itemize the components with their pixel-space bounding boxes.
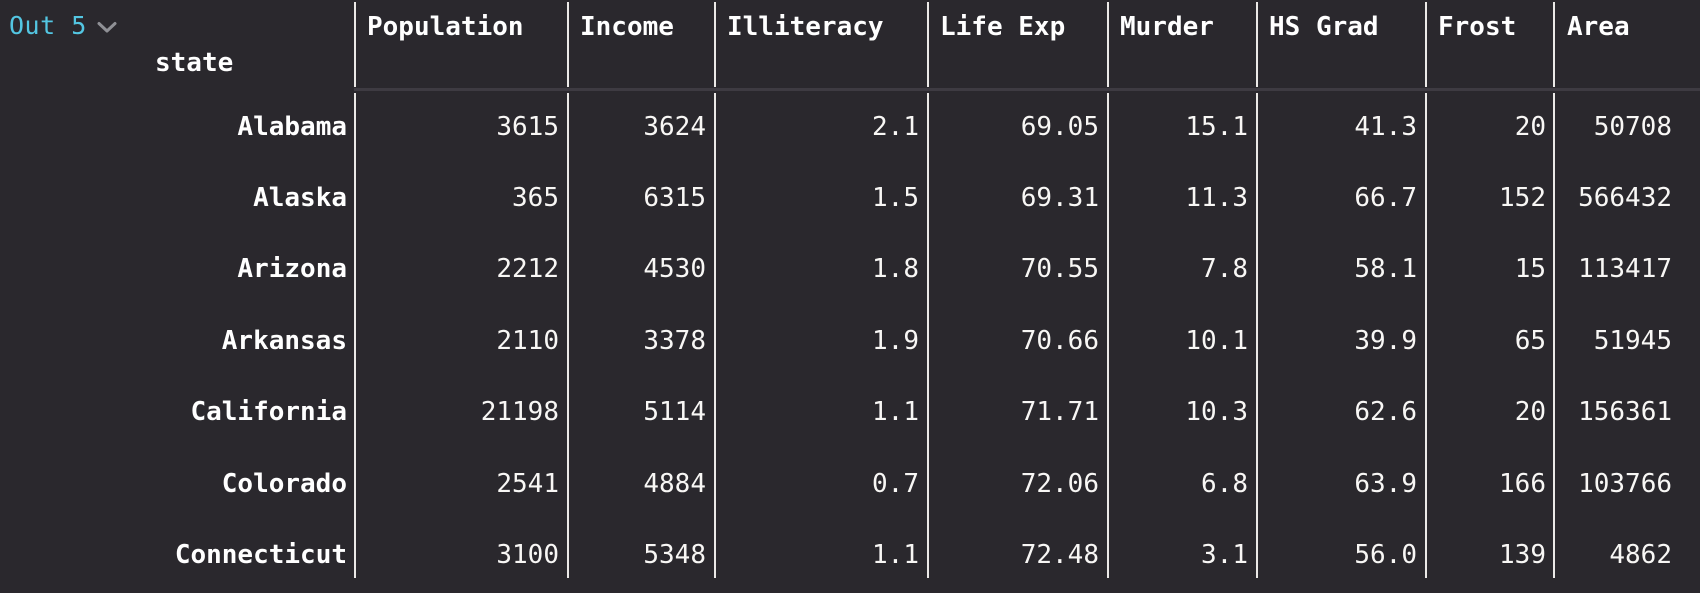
column-header-illiteracy: Illiteracy xyxy=(727,12,884,42)
column-divider xyxy=(1256,2,1258,87)
cell: 3100 xyxy=(496,540,559,571)
cell: 1.1 xyxy=(872,397,919,428)
cell: 56.0 xyxy=(1354,540,1417,571)
cell: 72.06 xyxy=(1020,468,1099,499)
row-label: Connecticut xyxy=(174,540,347,571)
cell: 152 xyxy=(1499,183,1546,214)
column-divider xyxy=(1425,93,1427,578)
cell: 10.3 xyxy=(1185,397,1248,428)
cell: 69.31 xyxy=(1020,183,1099,214)
row-label: Alaska xyxy=(253,183,347,214)
cell: 10.1 xyxy=(1185,325,1248,356)
column-header-life-exp: Life Exp xyxy=(940,12,1066,42)
cell: 15 xyxy=(1514,254,1546,285)
column-header-area: Area xyxy=(1567,12,1630,42)
cell: 3378 xyxy=(643,325,706,356)
column-divider xyxy=(567,2,569,87)
row-label: California xyxy=(190,397,347,428)
cell: 365 xyxy=(512,183,559,214)
column-header-income: Income xyxy=(580,12,674,42)
cell: 1.5 xyxy=(872,183,919,214)
cell: 65 xyxy=(1514,325,1546,356)
cell: 2212 xyxy=(496,254,559,285)
cell: 51945 xyxy=(1593,325,1672,356)
column-divider xyxy=(1553,93,1555,578)
cell: 70.66 xyxy=(1020,325,1099,356)
row-label: Colorado xyxy=(221,468,347,499)
column-divider xyxy=(1553,2,1555,87)
cell: 20 xyxy=(1514,111,1546,142)
header-separator-line xyxy=(354,88,1700,91)
cell: 1.1 xyxy=(872,540,919,571)
column-divider xyxy=(1256,93,1258,578)
column-divider xyxy=(1107,2,1109,87)
column-divider xyxy=(714,93,716,578)
output-label-text: Out 5 xyxy=(9,11,87,40)
cell: 50708 xyxy=(1593,111,1672,142)
column-divider xyxy=(927,93,929,578)
cell: 3.1 xyxy=(1201,540,1248,571)
output-label[interactable]: Out 5 xyxy=(9,13,87,39)
column-header-frost: Frost xyxy=(1438,12,1517,42)
cell: 41.3 xyxy=(1354,111,1417,142)
column-divider xyxy=(354,2,356,87)
cell: 6.8 xyxy=(1201,468,1248,499)
cell: 2.1 xyxy=(872,111,919,142)
cell: 103766 xyxy=(1578,468,1672,499)
cell: 15.1 xyxy=(1185,111,1248,142)
column-divider xyxy=(567,93,569,578)
row-label: Alabama xyxy=(237,111,347,142)
cell: 6315 xyxy=(643,183,706,214)
cell: 2541 xyxy=(496,468,559,499)
cell: 66.7 xyxy=(1354,183,1417,214)
cell: 3615 xyxy=(496,111,559,142)
index-header-label: state xyxy=(155,48,234,78)
column-header-population: Population xyxy=(367,12,524,42)
cell: 69.05 xyxy=(1020,111,1099,142)
index-header-cell: state xyxy=(0,0,355,93)
cell: 7.8 xyxy=(1201,254,1248,285)
cell: 4862 xyxy=(1609,540,1672,571)
cell: 11.3 xyxy=(1185,183,1248,214)
column-divider xyxy=(927,2,929,87)
cell: 4530 xyxy=(643,254,706,285)
column-header-hs-grad: HS Grad xyxy=(1269,12,1379,42)
cell: 58.1 xyxy=(1354,254,1417,285)
column-divider xyxy=(1107,93,1109,578)
cell: 0.7 xyxy=(872,468,919,499)
cell: 70.55 xyxy=(1020,254,1099,285)
row-label: Arkansas xyxy=(221,325,347,356)
cell: 156361 xyxy=(1578,397,1672,428)
cell: 1.9 xyxy=(872,325,919,356)
column-header-murder: Murder xyxy=(1120,12,1214,42)
cell: 566432 xyxy=(1578,183,1672,214)
cell: 63.9 xyxy=(1354,468,1417,499)
cell: 72.48 xyxy=(1020,540,1099,571)
column-divider xyxy=(354,93,356,578)
cell: 62.6 xyxy=(1354,397,1417,428)
cell: 2110 xyxy=(496,325,559,356)
column-divider xyxy=(714,2,716,87)
cell: 5114 xyxy=(643,397,706,428)
cell: 113417 xyxy=(1578,254,1672,285)
row-label: Arizona xyxy=(237,254,347,285)
cell: 39.9 xyxy=(1354,325,1417,356)
cell: 1.8 xyxy=(872,254,919,285)
cell: 166 xyxy=(1499,468,1546,499)
cell: 3624 xyxy=(643,111,706,142)
cell: 139 xyxy=(1499,540,1546,571)
cell: 4884 xyxy=(643,468,706,499)
cell: 5348 xyxy=(643,540,706,571)
cell: 21198 xyxy=(480,397,559,428)
cell: 71.71 xyxy=(1020,397,1099,428)
column-divider xyxy=(1425,2,1427,87)
cell: 20 xyxy=(1514,397,1546,428)
chevron-down-icon[interactable] xyxy=(96,21,118,34)
